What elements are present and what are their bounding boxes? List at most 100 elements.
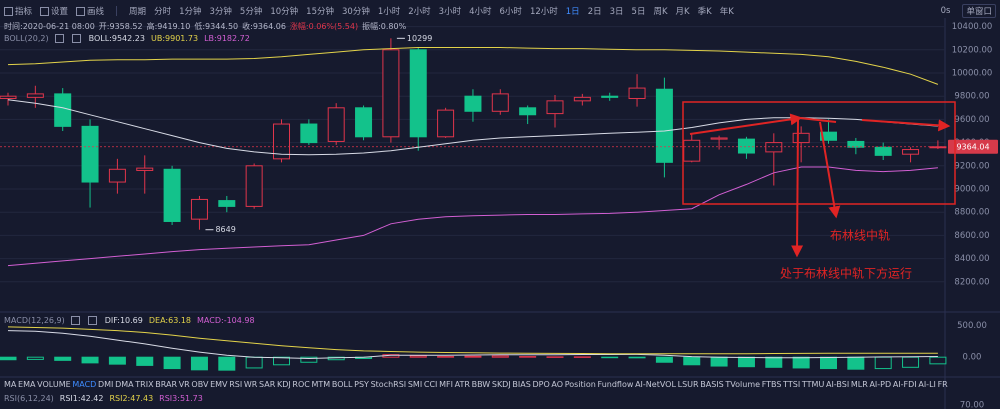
period-button[interactable]: 2小时 (408, 7, 431, 17)
macd-bar (874, 356, 892, 370)
indicator-tab[interactable]: BBW (471, 380, 491, 389)
period-button[interactable]: 月K (675, 7, 690, 17)
tool-button[interactable]: 画线 (76, 5, 104, 17)
arrow (689, 113, 803, 135)
legend-item: RSI2:47.43 (109, 393, 154, 403)
legend-item: RSI3:51.73 (159, 393, 203, 403)
period-button[interactable]: 3日 (609, 7, 624, 17)
period-button[interactable]: 15分钟 (306, 7, 334, 17)
indicator-tab[interactable]: CCI (423, 380, 438, 389)
period-button[interactable]: 10分钟 (270, 7, 299, 17)
period-button[interactable]: 季K (697, 7, 712, 17)
legend-item: DIF:10.69 (104, 315, 143, 325)
period-button[interactable]: 周K (653, 7, 668, 17)
indicator-tab[interactable]: ROC (292, 380, 310, 389)
indicator-tab[interactable]: MFI (439, 380, 453, 389)
period-button[interactable]: 分时 (154, 7, 172, 17)
macd-bar (136, 356, 154, 366)
indicator-tab[interactable]: KDJ (276, 380, 291, 389)
indicator-tab[interactable]: BOLL (331, 380, 353, 389)
macd-bar (81, 356, 99, 364)
tool-button[interactable]: 设置 (40, 5, 68, 17)
indicator-tab[interactable]: SMI (407, 380, 423, 389)
macd-bar (273, 356, 290, 366)
indicator-tab[interactable]: MA (4, 380, 17, 389)
indicator-tab[interactable]: Position (564, 380, 596, 389)
indicator-tab[interactable]: AI-BSI (825, 380, 850, 389)
indicator-tab[interactable]: StochRSI (370, 380, 407, 389)
indicator-tab[interactable]: TTMU (801, 380, 825, 389)
indicator-line (7, 99, 938, 156)
indicator-tab[interactable]: Fundflow (597, 380, 634, 389)
indicator-tab[interactable]: SKDJ (491, 380, 511, 389)
indicator-tab[interactable]: MLR (850, 380, 868, 389)
indicator-tab[interactable]: EMV (210, 380, 228, 389)
extreme-label: 8649 (215, 225, 235, 234)
indicator-tab[interactable]: TRIX (135, 380, 154, 389)
period-button[interactable]: 1日 (565, 7, 580, 17)
tool-button[interactable]: 指标 (4, 5, 32, 17)
period-button[interactable]: 3分钟 (209, 7, 232, 17)
indicator-tab[interactable]: BRAR (155, 380, 178, 389)
indicator-tab[interactable]: LSUR (677, 380, 699, 389)
indicator-tab[interactable]: PSY (354, 380, 369, 389)
indicator-tab[interactable]: BASIS (700, 380, 724, 389)
indicator-line (7, 326, 938, 355)
indicator-tab[interactable]: OBV (191, 380, 209, 389)
macd-bar (464, 355, 482, 358)
indicator-tab[interactable]: WR (243, 380, 258, 389)
period-button[interactable]: 12小时 (529, 7, 558, 17)
candle-body (902, 149, 920, 155)
indicator-tab[interactable]: AI-LI (918, 380, 936, 389)
indicator-tab[interactable]: AI-PD (869, 380, 892, 389)
indicator-tab[interactable]: TTSI (783, 380, 801, 389)
period-button[interactable]: 1小时 (377, 7, 401, 17)
period-button[interactable]: 5分钟 (239, 7, 263, 17)
indicator-line (7, 47, 939, 85)
period-button[interactable]: 6小时 (499, 7, 522, 17)
indicator-tab[interactable]: BIAS (512, 380, 531, 389)
candle-body (491, 93, 509, 112)
indicator-tab[interactable]: VR (178, 380, 190, 389)
period-button[interactable]: 4小时 (469, 7, 492, 17)
candle-body (245, 165, 263, 207)
period-button[interactable]: 30分钟 (342, 7, 370, 17)
indicator-tab[interactable]: AI-NetVOL (635, 380, 676, 389)
macd-bar (601, 356, 619, 359)
indicator-tab[interactable]: FR (937, 380, 948, 389)
annotation-text: 处于布林线中轨下方运行 (780, 266, 912, 281)
info-item: 低:9344.50 (194, 22, 239, 31)
periods-title[interactable]: 周期 (129, 7, 147, 17)
candle-body (737, 138, 755, 154)
boll-legend: BOLL(20,2) BOLL:9542.23 UB:9901.73 LB:9182.… (4, 32, 250, 44)
indicator-tab[interactable]: DPO (532, 380, 550, 389)
indicator-line (7, 166, 938, 267)
indicator-tab[interactable]: MTM (311, 380, 331, 389)
y-tick-label: 0.00 (963, 353, 982, 363)
indicator-tab[interactable]: MACD (72, 380, 97, 389)
candle-body (437, 109, 455, 138)
indicator-tab[interactable]: DMI (97, 380, 114, 389)
indicator-tab[interactable]: SAR (259, 380, 276, 389)
y-tick-label: 9200.00 (954, 161, 989, 171)
indicator-tab[interactable]: DMA (115, 380, 134, 389)
indicator-tab[interactable]: AI-FDI (892, 380, 917, 389)
indicator-tab[interactable]: ATR (454, 380, 470, 389)
toolbar-right-item[interactable]: 单窗口 (962, 4, 996, 18)
y-tick-label: 8400.00 (954, 254, 989, 264)
info-line: 时间:2020-06-21 08:00 开:9358.52 高:9419.10 低:9… (4, 21, 406, 32)
indicator-tab[interactable]: RSI (229, 380, 243, 389)
indicator-tab[interactable]: EMA (18, 380, 36, 389)
period-button[interactable]: 3小时 (438, 7, 462, 17)
period-button[interactable]: 5日 (631, 7, 646, 17)
indicator-tab[interactable]: VOLUME (37, 380, 71, 389)
period-button[interactable]: 年K (719, 7, 734, 17)
period-button[interactable]: 1分钟 (179, 7, 202, 17)
indicator-tab[interactable]: TVolume (725, 380, 761, 389)
indicator-tab[interactable]: AO (551, 380, 564, 389)
candle-body (519, 107, 537, 116)
toolbar-right-item[interactable]: 0s (940, 6, 951, 16)
period-button[interactable]: 2日 (587, 7, 602, 17)
legend-item: LB:9182.72 (204, 33, 250, 43)
indicator-tab[interactable]: FTBS (761, 380, 782, 389)
